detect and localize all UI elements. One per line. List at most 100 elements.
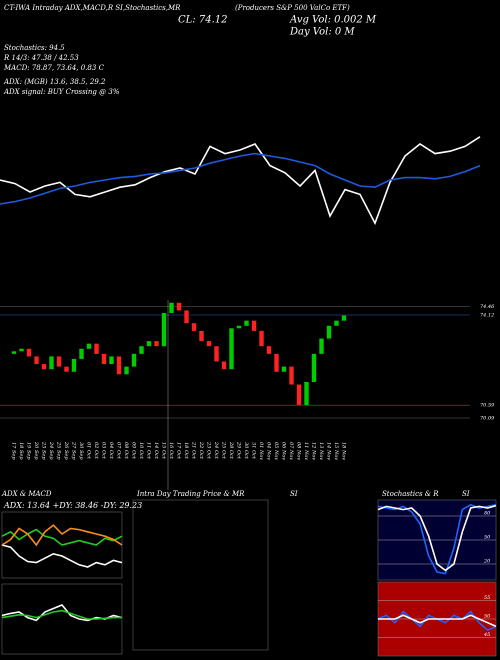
x-tick-label: 20 Sep — [33, 441, 39, 460]
candle — [109, 356, 114, 365]
x-tick-label: 04 Nov — [266, 442, 272, 460]
header-line: CT-IWA Intraday ADX,MACD,R SI,Stochastic… — [4, 4, 181, 12]
candle — [101, 353, 107, 365]
x-tick-label: 08 Oct — [123, 442, 129, 460]
candle — [236, 325, 242, 329]
x-tick-label: 23 Oct — [206, 441, 212, 460]
candle — [244, 320, 249, 326]
x-tick-label: 15 Nov — [333, 442, 339, 460]
x-tick-label: 19 Sep — [26, 442, 32, 460]
y-tick-label: 70.09 — [480, 415, 495, 421]
panel-frame — [132, 499, 269, 651]
x-tick-label: 29 Oct — [236, 441, 242, 460]
candle — [304, 381, 309, 405]
x-tick-label: 14 Oct — [153, 442, 159, 460]
series-line — [1, 609, 122, 620]
x-tick-label: 18 Nov — [341, 442, 347, 460]
x-tick-label: 22 Oct — [198, 441, 204, 460]
candle — [116, 356, 122, 375]
series-line — [1, 528, 123, 546]
series-line — [1, 524, 123, 547]
panel-frame — [1, 583, 123, 655]
candle — [221, 361, 227, 370]
x-tick-label: 18 Oct — [183, 442, 189, 460]
series-line — [378, 614, 497, 628]
panel-title: Stochastics & R — [382, 490, 439, 498]
candle — [86, 343, 92, 349]
x-tick-label: 06 Nov — [281, 442, 287, 460]
x-tick-label: 05 Nov — [273, 442, 279, 460]
x-tick-label: 28 Oct — [228, 441, 234, 460]
x-tick-label: 25 Oct — [221, 441, 227, 460]
x-tick-label: 11 Oct — [146, 442, 152, 460]
x-tick-label: 30 Oct — [243, 442, 249, 460]
series-line — [0, 136, 481, 226]
x-tick-label: 10 Oct — [138, 442, 144, 460]
candle — [41, 364, 47, 370]
y-tick-label: 50 — [484, 614, 491, 620]
candle — [56, 356, 62, 367]
candle — [176, 302, 182, 311]
x-tick-label: 16 Oct — [168, 442, 174, 460]
candle — [289, 366, 294, 385]
avg-vol: Avg Vol: 0.002 M — [289, 15, 377, 26]
x-tick-label: 23 Sep — [41, 441, 47, 460]
candle — [319, 338, 324, 354]
y-tick-label: 50 — [484, 535, 491, 541]
x-tick-label: 07 Nov — [288, 442, 294, 460]
y-tick-label: 55 — [484, 595, 490, 601]
x-tick-label: 13 Nov — [318, 442, 324, 460]
panel-title: Intra Day Trading Price & MR — [136, 490, 245, 498]
candle — [341, 315, 347, 321]
panel-title: SI — [290, 490, 298, 498]
x-tick-label: 17 Oct — [176, 442, 182, 460]
y-tick-label: 80 — [484, 511, 491, 517]
candle — [199, 330, 204, 342]
candle — [26, 348, 32, 357]
header-line: MACD: 78.87, 73.64, 0.83 C — [3, 64, 105, 72]
x-tick-label: 03 Oct — [101, 442, 107, 460]
candle — [184, 310, 189, 324]
x-tick-label: 12 Nov — [311, 442, 317, 460]
candle — [169, 302, 174, 313]
candle — [206, 341, 212, 347]
y-tick-label: 45 — [483, 632, 490, 638]
series-line — [1, 544, 123, 568]
close: CL: 74.12 — [178, 15, 227, 26]
panel-subtitle: ADX: 13.64 +DY: 38.46 -DY: 29.23 — [3, 501, 142, 510]
x-tick-label: 18 Sep — [18, 442, 24, 460]
x-tick-label: 26 Sep — [63, 441, 69, 460]
candle — [34, 356, 39, 365]
candle — [146, 341, 152, 347]
x-tick-label: 31 Oct — [251, 442, 257, 460]
candle — [79, 348, 84, 359]
candle — [251, 320, 257, 331]
x-tick-label: 01 Nov — [258, 442, 264, 460]
x-tick-label: 07 Oct — [116, 442, 122, 460]
candle — [49, 356, 54, 370]
candle — [94, 343, 99, 354]
candle — [11, 351, 17, 354]
candle — [259, 330, 264, 347]
candle — [19, 348, 24, 352]
x-tick-label: 09 Oct — [131, 442, 137, 460]
series-line — [377, 504, 497, 572]
candle — [161, 312, 167, 347]
x-tick-label: 25 Sep — [56, 441, 62, 460]
series-line — [0, 152, 481, 205]
candle — [311, 353, 317, 382]
x-tick-label: 08 Nov — [296, 442, 302, 460]
y-tick-label: 20 — [483, 559, 491, 565]
candle — [296, 384, 302, 405]
candle — [274, 353, 279, 372]
x-tick-label: 01 Oct — [86, 442, 92, 460]
header-line: R 14/3: 47.38 / 42.53 — [3, 54, 79, 62]
x-tick-label: 21 Oct — [191, 441, 197, 460]
x-tick-label: 02 Oct — [93, 442, 99, 460]
fund-name: (Producers S&P 500 ValCo ETF) — [235, 4, 350, 12]
header-line: ADX signal: BUY Crossing @ 3% — [3, 88, 120, 96]
panel-title: ADX & MACD — [1, 490, 52, 498]
candle — [154, 341, 159, 347]
candle — [229, 328, 234, 370]
